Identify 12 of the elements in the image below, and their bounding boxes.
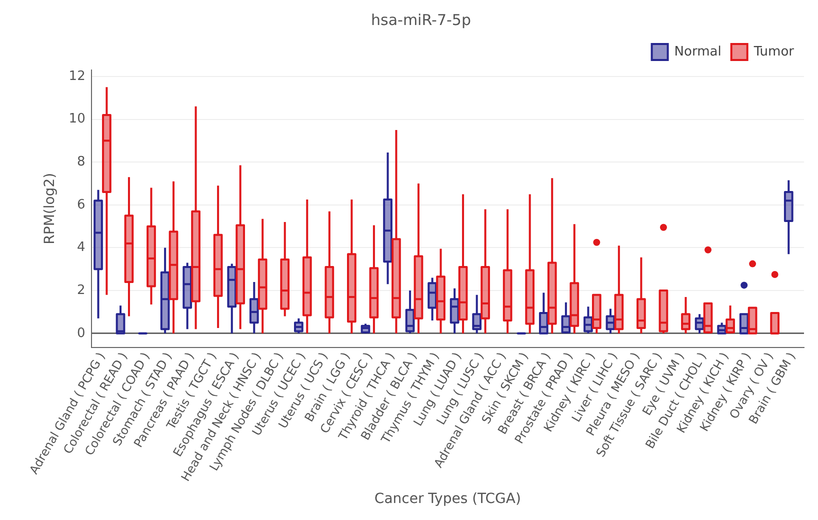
y-tick-label: 6	[77, 197, 86, 212]
y-tick-label: 4	[77, 240, 86, 256]
y-tick-label: 10	[68, 112, 86, 127]
chart-title: hsa-miR-7-5p	[371, 10, 471, 29]
legend-label: Normal	[674, 44, 722, 60]
x-axis-title: Cancer Types (TCGA)	[374, 491, 521, 508]
y-tick-label: 0	[77, 326, 86, 341]
legend-label: Tumor	[752, 44, 795, 60]
y-tick-label: 12	[68, 68, 86, 84]
y-tick-label: 8	[77, 154, 86, 170]
y-tick-label: 2	[77, 282, 86, 298]
y-axis-title: RPM(log2)	[42, 172, 58, 244]
